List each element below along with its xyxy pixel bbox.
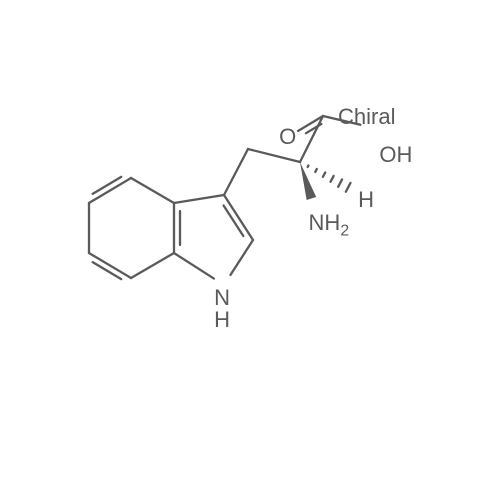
molecule-diagram: OOHHNH2NH Chiral (0, 0, 500, 500)
oxygen-double-bond-label: O (279, 126, 296, 148)
chiral-annotation: Chiral (338, 106, 395, 128)
hydroxyl-label: OH (379, 144, 412, 166)
ring-nitrogen-h-label: H (214, 309, 230, 331)
amine-label: NH2 (309, 212, 350, 234)
ring-nitrogen-label: N (214, 287, 230, 309)
bond-layer (0, 0, 500, 500)
hydrogen-wedge-label: H (358, 189, 374, 211)
